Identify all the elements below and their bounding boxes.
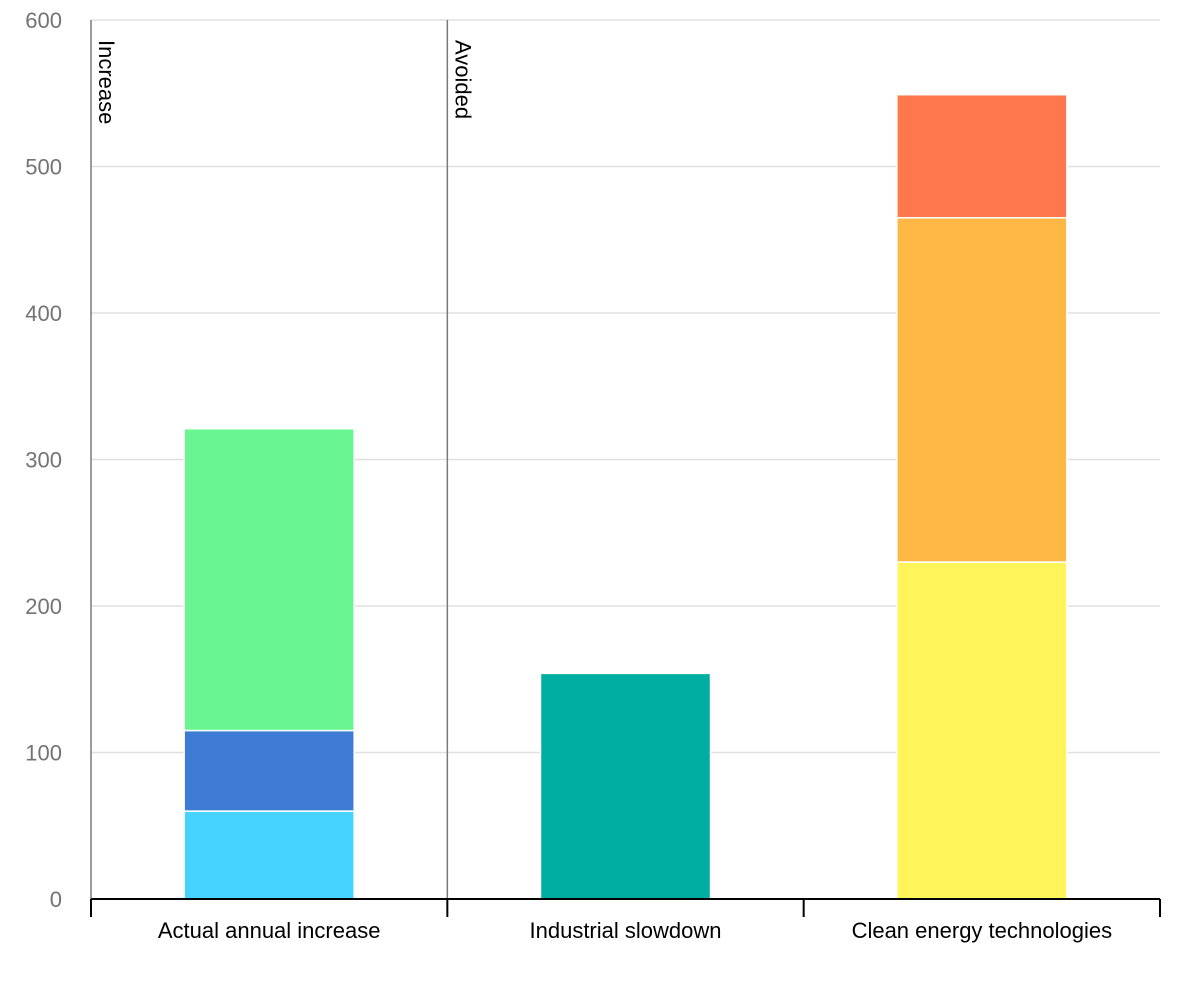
- x-axis: Actual annual increase Industrial slowdow…: [90, 898, 1161, 943]
- x-category-label: Industrial slowdown: [530, 918, 722, 943]
- bar-segment: [183, 427, 355, 732]
- section-dividers: [90, 20, 449, 899]
- y-tick-label: 0: [50, 887, 62, 912]
- y-tick-label: 100: [25, 741, 62, 766]
- bar-segment: [896, 561, 1068, 900]
- x-category-label: Actual annual increase: [158, 918, 381, 943]
- bar-segment: [183, 729, 355, 812]
- bar-segment: [896, 217, 1068, 563]
- bars: [183, 93, 1068, 900]
- section-label: Increase: [94, 40, 119, 124]
- bar-segment: [183, 810, 355, 900]
- y-tick-label: 600: [25, 8, 62, 33]
- x-category-label: Clean energy technologies: [852, 918, 1113, 943]
- y-axis-ticks: 0 100 200 300 400 500 600: [25, 8, 62, 912]
- y-tick-label: 200: [25, 594, 62, 619]
- y-tick-label: 500: [25, 155, 62, 180]
- bar-segment: [539, 672, 712, 900]
- section-label: Avoided: [450, 40, 475, 119]
- bar-segment: [896, 93, 1068, 219]
- y-tick-label: 400: [25, 301, 62, 326]
- y-tick-label: 300: [25, 448, 62, 473]
- section-labels: Increase Avoided: [94, 40, 475, 124]
